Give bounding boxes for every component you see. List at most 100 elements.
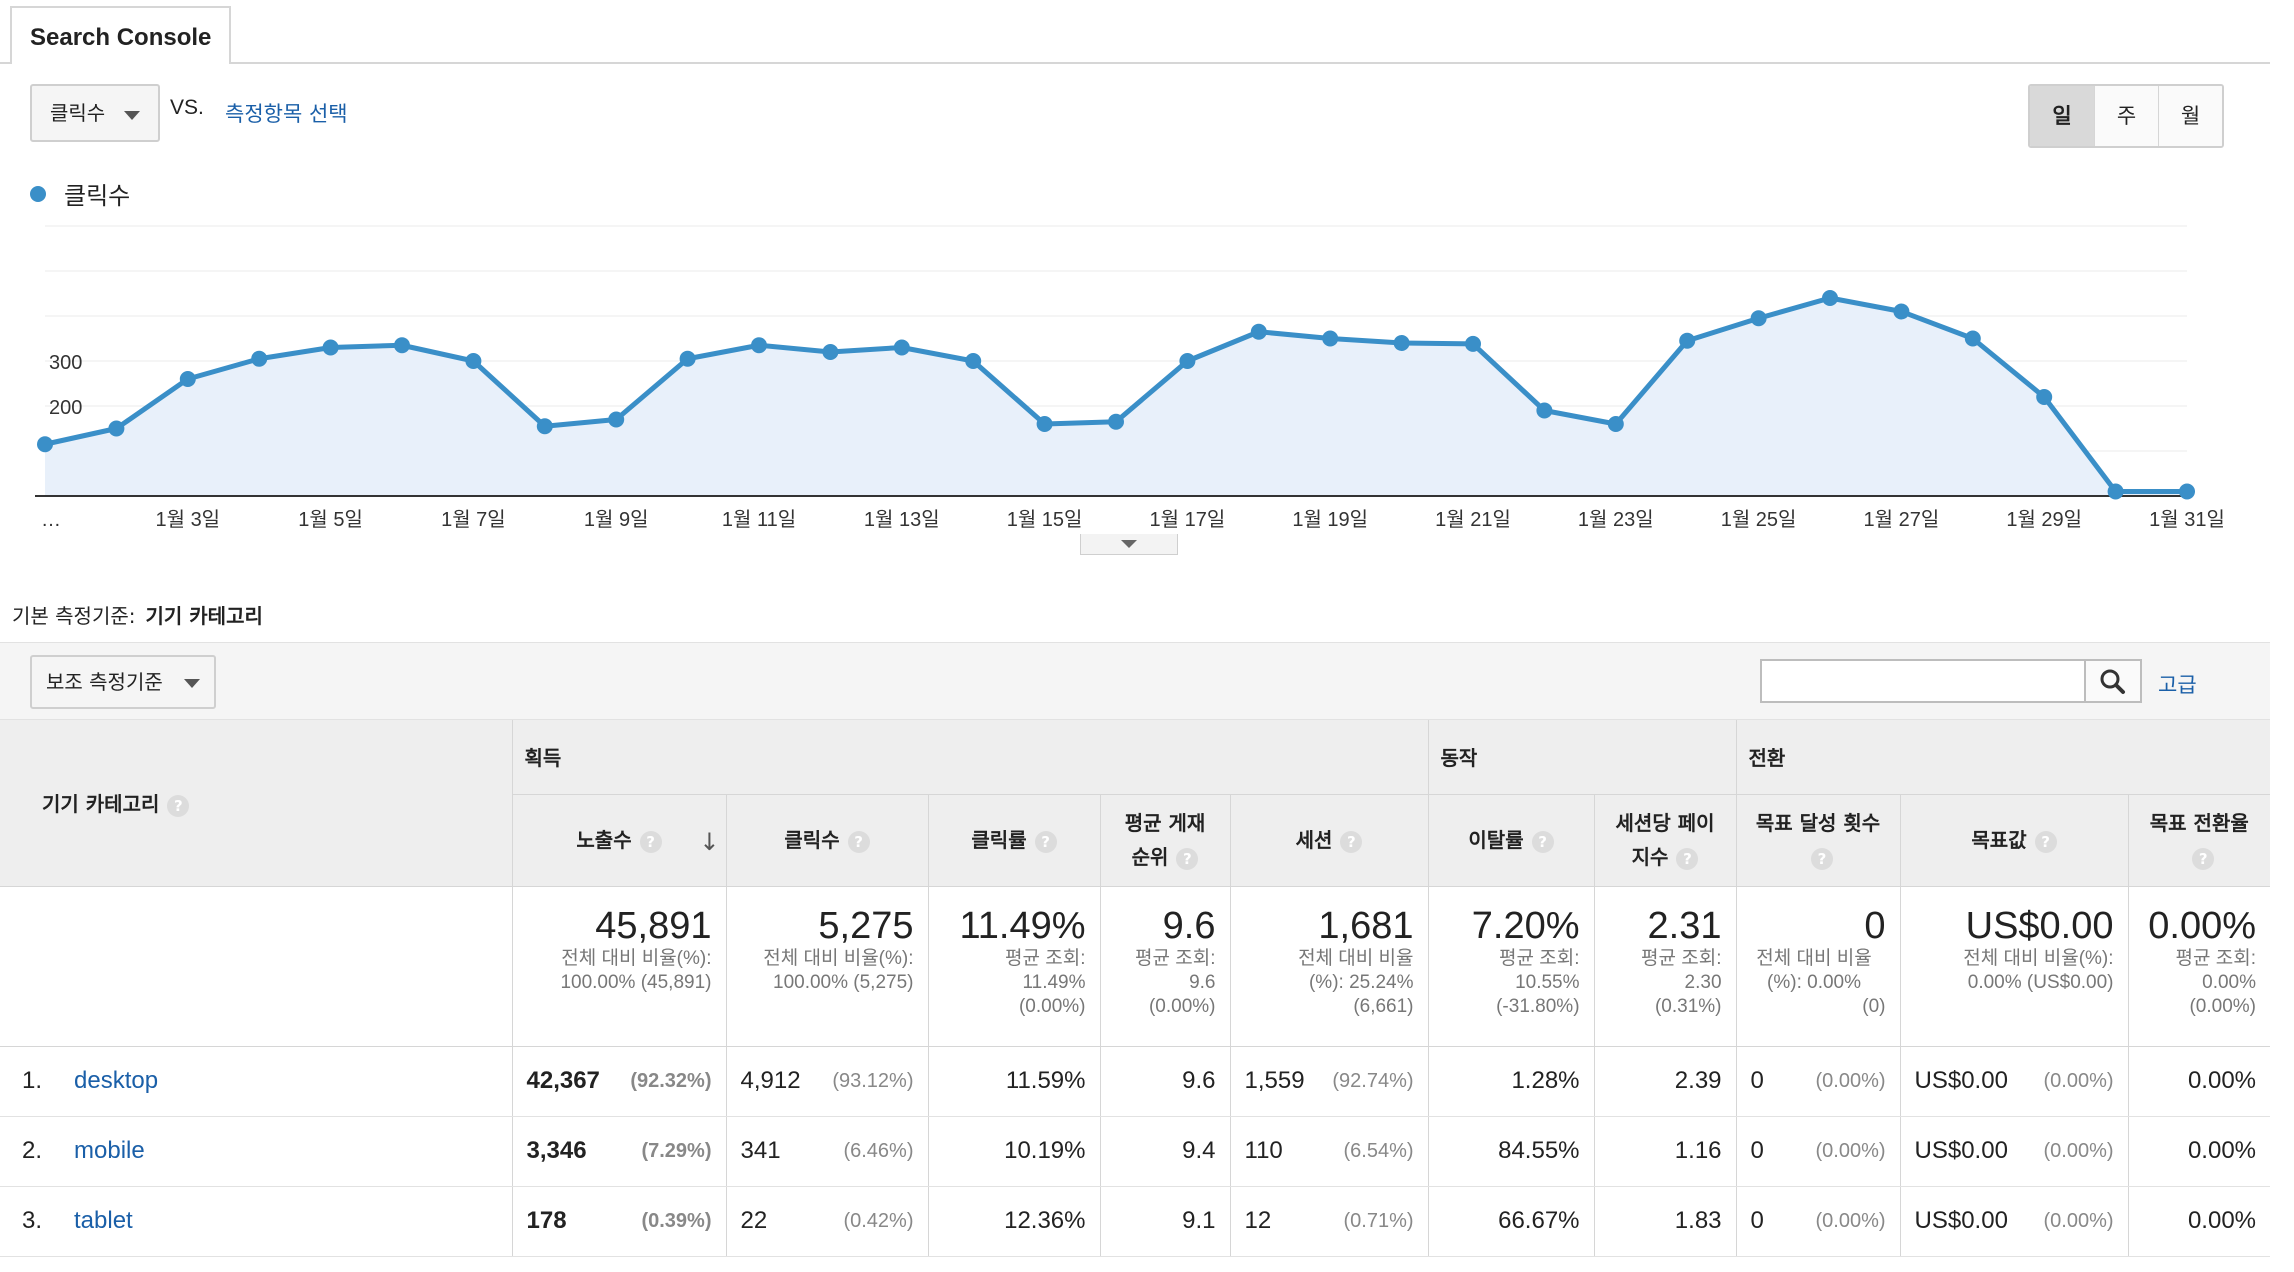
cell-impressions_pct: (7.29%) xyxy=(641,1139,712,1162)
help-icon[interactable]: ? xyxy=(1676,847,1699,870)
col-bounce-rate[interactable]: 이탈률? xyxy=(1427,794,1595,887)
cell-impressions: 42,367 xyxy=(526,1067,600,1094)
vs-label: VS. xyxy=(170,96,204,119)
data-point xyxy=(893,339,910,356)
sort-desc-icon[interactable]: ↓ xyxy=(699,827,720,856)
help-icon[interactable]: ? xyxy=(2192,847,2215,870)
series-area xyxy=(45,298,2187,496)
row-index: 1. xyxy=(22,1067,43,1094)
cell-clicks: 4,912 xyxy=(740,1067,801,1094)
cell-value_pct: (0.00%) xyxy=(2043,1209,2114,1232)
cell-device: 1. desktop xyxy=(0,1046,512,1117)
tab-bar: Search Console xyxy=(0,0,2270,64)
help-icon[interactable]: ? xyxy=(1340,830,1363,853)
y-tick-label: 200 xyxy=(49,397,82,419)
col-impressions[interactable]: 노출수? ↓ xyxy=(511,794,726,887)
select-metric-link[interactable]: 측정항목 선택 xyxy=(225,102,348,126)
col-ctr[interactable]: 클릭률? xyxy=(927,794,1100,887)
report-table: 기기 카테고리? 획득 동작 전환 노출수? ↓ 클릭수? 클릭률? 평균 게재 순… xyxy=(0,720,2271,1257)
table-search-input[interactable] xyxy=(1760,659,2086,703)
help-icon[interactable]: ? xyxy=(2034,830,2057,853)
cell-sessions: 12 xyxy=(1244,1207,1272,1234)
cell-goals_pct: (0.00%) xyxy=(1815,1139,1886,1162)
data-point xyxy=(394,337,410,354)
device-link[interactable]: desktop xyxy=(74,1067,159,1094)
cell-clicks: 22 xyxy=(740,1207,768,1234)
tab-search-console[interactable]: Search Console xyxy=(10,6,232,64)
col-goal-value[interactable]: 목표값? xyxy=(1899,794,2129,887)
period-toggle: 일 주 월 xyxy=(2028,84,2224,148)
summary-impressions: 45,891 전체 대비 비율(%): 100.00% (45,891) xyxy=(511,886,726,1047)
cell-goals_pct: (0.00%) xyxy=(1815,1069,1886,1092)
secondary-dimension-select[interactable]: 보조 측정기준 xyxy=(30,655,216,709)
primary-dimension-label: 기본 측정기준: xyxy=(12,604,136,628)
data-point xyxy=(1536,402,1553,419)
x-tick-label: 1월 7일 xyxy=(441,508,506,531)
summary-ctr: 11.49% 평균 조회: 11.49% (0.00%) xyxy=(927,886,1100,1047)
data-point xyxy=(179,371,196,387)
help-icon[interactable]: ? xyxy=(1811,847,1834,870)
x-tick-label: 1월 23일 xyxy=(1578,508,1654,531)
x-tick-label: 1월 9일 xyxy=(584,508,649,531)
data-point xyxy=(37,436,53,453)
data-point xyxy=(965,353,982,369)
data-point xyxy=(1607,416,1624,432)
device-link[interactable]: tablet xyxy=(74,1207,133,1234)
summary-bounce: 7.20% 평균 조회: 10.55% (-31.80%) xyxy=(1427,886,1595,1047)
col-avg-position[interactable]: 평균 게재 순위? xyxy=(1099,794,1230,887)
metric-select[interactable]: 클릭수 xyxy=(30,84,160,142)
period-month-button[interactable]: 월 xyxy=(2158,86,2222,146)
chevron-down-icon xyxy=(184,679,200,688)
cell-sessions_pct: (0.71%) xyxy=(1343,1209,1414,1232)
summary-position: 9.6 평균 조회: 9.6 (0.00%) xyxy=(1099,886,1230,1047)
data-point xyxy=(1822,290,1838,306)
row-index: 2. xyxy=(22,1137,43,1164)
period-week-button[interactable]: 주 xyxy=(2094,86,2158,146)
help-icon[interactable]: ? xyxy=(847,830,870,853)
cell-sessions: 1,559 xyxy=(1244,1067,1305,1094)
search-button[interactable] xyxy=(2084,659,2142,703)
col-goal-conversion-rate[interactable]: 목표 전환율? xyxy=(2127,794,2271,887)
data-point xyxy=(1036,416,1053,432)
data-point xyxy=(1322,330,1339,347)
data-point xyxy=(1179,353,1196,369)
summary-pages: 2.31 평균 조회: 2.30 (0.31%) xyxy=(1593,886,1737,1047)
dimension-header[interactable]: 기기 카테고리? xyxy=(0,720,512,887)
advanced-filter-link[interactable]: 고급 xyxy=(2158,673,2197,697)
period-day-button[interactable]: 일 xyxy=(2030,86,2094,146)
table-row: 1. desktop 42,367 (92.32%) 4,912 (93.12%) 11.5… xyxy=(0,1046,2271,1117)
data-point xyxy=(465,353,482,369)
cell-impressions_pct: (0.39%) xyxy=(641,1209,712,1232)
data-point xyxy=(1465,335,1481,352)
col-goal-completions[interactable]: 목표 달성 횟수? xyxy=(1735,794,1901,887)
table-row: 2. mobile 3,346 (7.29%) 341 (6.46%) 10.19% 9.4 1… xyxy=(0,1116,2271,1187)
cell-clicks_pct: (93.12%) xyxy=(832,1069,914,1092)
cell-value_pct: (0.00%) xyxy=(2043,1139,2114,1162)
cell-bounce: 66.67% xyxy=(1427,1186,1595,1257)
cell-value: US$0.00 xyxy=(1914,1067,2008,1094)
cell-impressions: 3,346 xyxy=(526,1137,587,1164)
cell-position: 9.4 xyxy=(1099,1116,1230,1187)
device-link[interactable]: mobile xyxy=(74,1137,145,1164)
help-icon[interactable]: ? xyxy=(167,794,190,817)
help-icon[interactable]: ? xyxy=(1176,847,1199,870)
data-point xyxy=(1108,413,1124,430)
cell-device: 3. tablet xyxy=(0,1186,512,1257)
cell-bounce: 84.55% xyxy=(1427,1116,1595,1187)
help-icon[interactable]: ? xyxy=(639,830,662,853)
help-icon[interactable]: ? xyxy=(1034,830,1057,853)
col-sessions[interactable]: 세션? xyxy=(1229,794,1429,887)
help-icon[interactable]: ? xyxy=(1531,830,1554,853)
col-pages-per-session[interactable]: 세션당 페이 지수? xyxy=(1593,794,1737,887)
cell-goals: 0 xyxy=(1750,1067,1764,1094)
x-tick-label: 1월 25일 xyxy=(1721,508,1797,531)
chart-resize-handle[interactable] xyxy=(1080,534,1178,555)
data-point xyxy=(751,337,767,354)
group-acquisition: 획득 xyxy=(511,720,1429,795)
data-point xyxy=(322,339,339,356)
chart-legend: 클릭수 xyxy=(30,176,130,211)
chevron-down-icon xyxy=(124,111,140,120)
group-conversion: 전환 xyxy=(1735,720,2271,795)
data-point xyxy=(1964,330,1981,347)
col-clicks[interactable]: 클릭수? xyxy=(725,794,928,887)
